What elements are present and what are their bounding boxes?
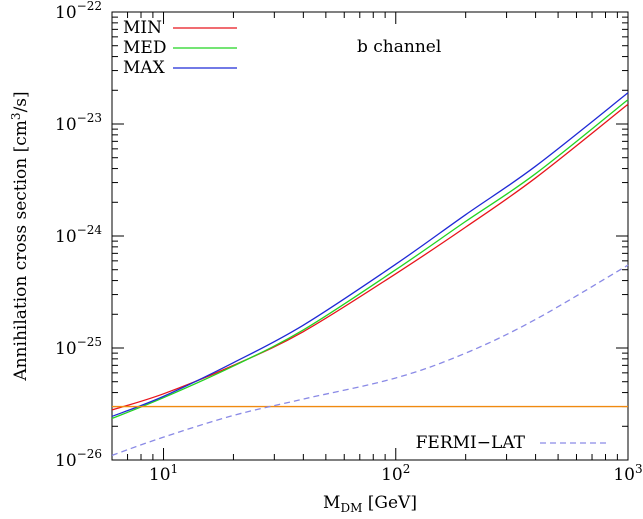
x-tick-label: 101	[149, 462, 178, 485]
y-tick-label: 10−24	[55, 223, 102, 247]
legend-label: MAX	[123, 58, 166, 78]
y-tick-label: 10−22	[55, 0, 102, 23]
y-tick-label: 10−26	[55, 447, 102, 471]
x-tick-exp: 1	[171, 462, 179, 476]
ticks	[112, 11, 629, 461]
x-axis-title: MDM [GeV]	[323, 493, 417, 515]
y-tick-exp: −22	[77, 0, 102, 13]
series-line-med	[111, 99, 629, 420]
y-tick-exp: −25	[77, 335, 102, 349]
x-tick-exp: 3	[635, 462, 643, 476]
x-axis-title-main: M	[323, 493, 340, 513]
y-axis-title-end: /s]	[11, 91, 31, 112]
y-axis-title: Annihilation cross section [cm3/s]	[9, 91, 31, 381]
x-tick-label: 103	[613, 462, 642, 485]
legend-label: MED	[123, 38, 166, 58]
y-tick-exp: −23	[77, 111, 102, 125]
x-tick-base: 10	[613, 465, 635, 485]
x-tick-base: 10	[381, 465, 403, 485]
y-tick-base: 10	[55, 339, 77, 359]
plot-frame	[111, 11, 629, 461]
y-axis-title-main: Annihilation cross section [cm	[11, 120, 31, 382]
series-line-max	[111, 92, 629, 418]
x-tick-label: 102	[381, 462, 410, 485]
legend-label: FERMI−LAT	[416, 433, 526, 453]
chart-annotation: b channel	[357, 37, 441, 57]
y-tick-exp: −24	[77, 223, 103, 237]
series-line-fermi-lat	[111, 264, 629, 456]
y-axis-title-sup: 3	[9, 112, 23, 120]
y-tick-label: 10−23	[55, 111, 102, 135]
x-tick-exp: 2	[403, 462, 411, 476]
x-axis-title-unit: [GeV]	[362, 493, 417, 513]
y-tick-exp: −26	[77, 447, 102, 461]
y-tick-base: 10	[55, 227, 77, 247]
x-axis-title-sub: DM	[340, 501, 362, 515]
x-tick-base: 10	[149, 465, 171, 485]
y-tick-base: 10	[55, 3, 77, 23]
series-lines	[111, 92, 629, 456]
series-line-min	[111, 103, 629, 411]
y-tick-base: 10	[55, 115, 77, 135]
legend-label: MIN	[123, 18, 162, 38]
y-tick-label: 10−25	[55, 335, 102, 359]
y-tick-base: 10	[55, 451, 77, 471]
